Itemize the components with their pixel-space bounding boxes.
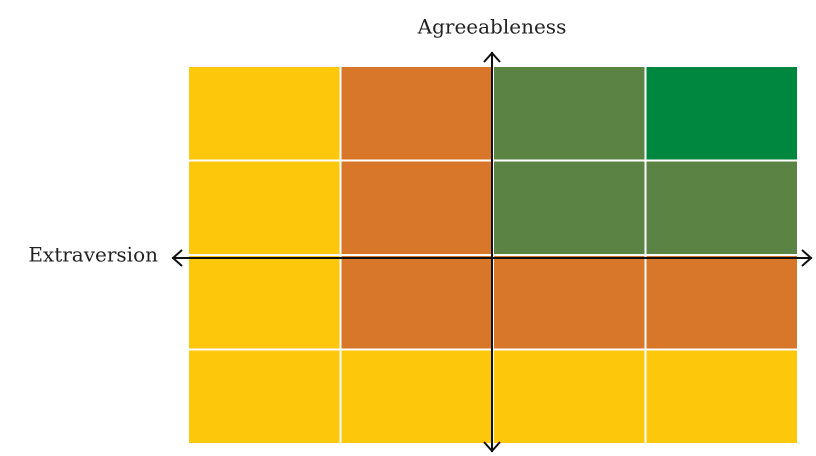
grid-cell xyxy=(492,348,647,445)
grid-cell xyxy=(187,348,342,445)
arrowhead-down xyxy=(483,441,501,453)
x-axis-label: Extraversion xyxy=(28,243,158,267)
grid-cell xyxy=(339,159,494,256)
grid-cell xyxy=(644,159,799,256)
grid-cell xyxy=(187,159,342,256)
grid-cell xyxy=(339,65,494,162)
grid xyxy=(187,65,799,445)
grid-cell xyxy=(187,254,342,351)
grid-cell xyxy=(339,348,494,445)
grid-cell xyxy=(644,254,799,351)
y-axis-label: Agreeableness xyxy=(417,15,567,39)
grid-cell xyxy=(339,254,494,351)
grid-cell xyxy=(492,65,647,162)
arrowhead-up xyxy=(483,51,501,63)
grid-cell xyxy=(187,65,342,162)
axes xyxy=(171,51,813,453)
grid-cell xyxy=(492,159,647,256)
grid-cell xyxy=(492,254,647,351)
arrowhead-left xyxy=(171,249,183,267)
grid-cell xyxy=(644,348,799,445)
grid-cell xyxy=(644,65,799,162)
arrowhead-right xyxy=(801,249,813,267)
